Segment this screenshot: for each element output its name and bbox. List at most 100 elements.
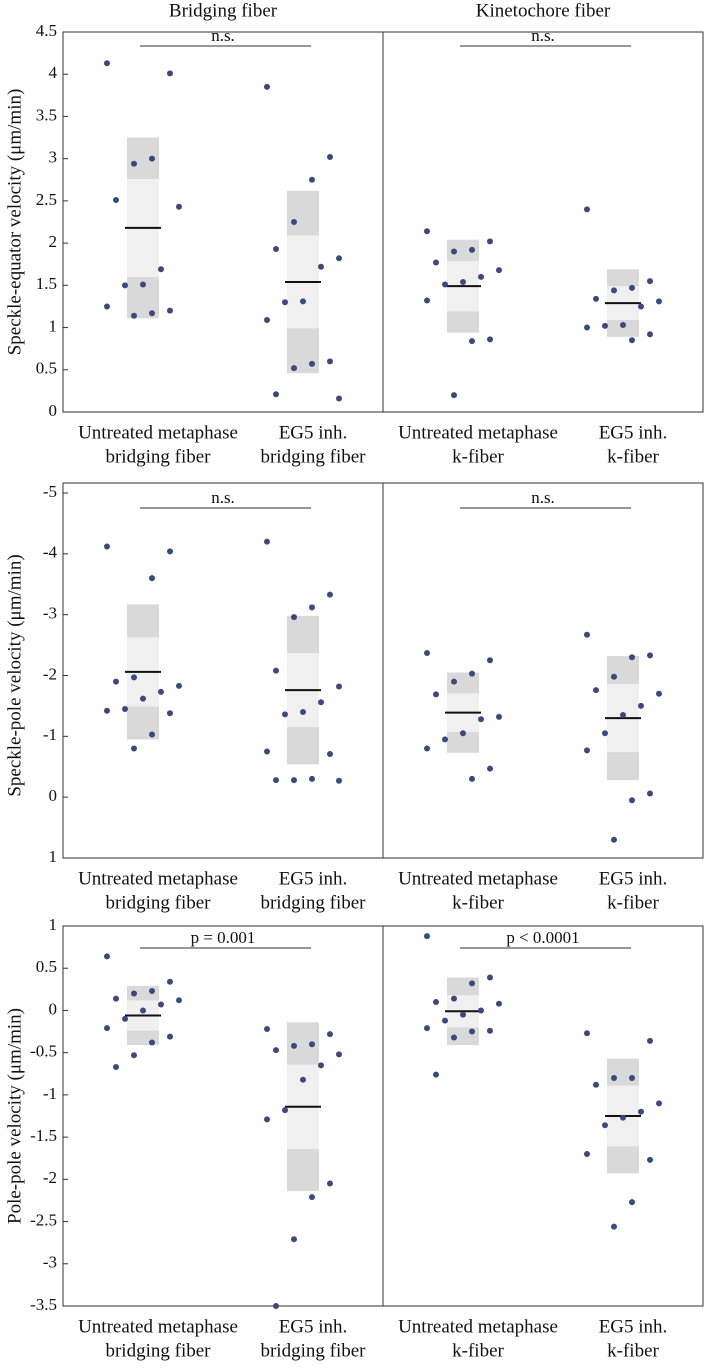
data-point xyxy=(469,980,475,987)
y-tick-label: -1 xyxy=(43,725,57,744)
x-tick-label: bridging fiber xyxy=(260,1340,366,1361)
data-point xyxy=(424,297,430,304)
x-tick-label: Untreated metaphase xyxy=(398,868,558,889)
data-point xyxy=(264,538,270,545)
data-point xyxy=(300,1076,306,1083)
data-point xyxy=(131,745,137,752)
x-tick-label: bridging fiber xyxy=(105,446,211,467)
data-point xyxy=(300,298,306,305)
data-point xyxy=(487,765,493,772)
y-tick-label: -1 xyxy=(43,1084,57,1103)
data-point xyxy=(149,575,155,582)
data-point xyxy=(176,203,182,210)
data-point xyxy=(593,295,599,302)
data-point xyxy=(629,1075,635,1081)
data-point xyxy=(611,1075,617,1081)
data-point xyxy=(638,303,644,310)
data-point xyxy=(433,259,439,266)
data-point xyxy=(264,1026,270,1033)
data-point xyxy=(584,206,590,213)
data-point xyxy=(264,748,270,755)
y-tick-label: 0 xyxy=(49,999,58,1018)
data-point xyxy=(424,1025,430,1032)
data-point xyxy=(309,1194,315,1201)
comparison-label: p = 0.001 xyxy=(191,928,256,947)
data-point xyxy=(336,777,342,784)
y-tick-label: -3 xyxy=(43,604,57,623)
x-tick-label: bridging fiber xyxy=(260,446,366,467)
data-point xyxy=(433,691,439,698)
y-tick-label: 2 xyxy=(49,232,58,251)
data-point xyxy=(140,1007,146,1014)
comparison-label: n.s. xyxy=(211,488,235,507)
y-tick-label: 3 xyxy=(49,148,58,167)
data-point xyxy=(167,710,173,717)
data-point xyxy=(309,604,315,611)
data-point xyxy=(167,1033,173,1040)
data-point xyxy=(291,777,297,784)
y-tick-label: 0 xyxy=(49,786,58,805)
data-point xyxy=(158,688,164,695)
data-point xyxy=(282,711,288,718)
y-tick-label: 0 xyxy=(49,401,58,420)
data-point xyxy=(318,263,324,270)
x-tick-label: k-fiber xyxy=(452,1340,504,1361)
data-point xyxy=(291,219,297,225)
y-tick-label: -2 xyxy=(43,1168,57,1187)
data-point xyxy=(291,614,297,621)
data-point xyxy=(620,1114,626,1121)
y-tick-label: 1 xyxy=(49,847,58,866)
y-tick-label: -1.5 xyxy=(30,1126,57,1145)
data-point xyxy=(611,1223,617,1230)
data-point xyxy=(140,281,146,288)
y-axis-label: Speckle-pole velocity (μm/min) xyxy=(4,554,25,796)
data-point xyxy=(149,988,155,995)
data-point xyxy=(158,266,164,273)
data-point xyxy=(424,933,430,940)
data-point xyxy=(602,322,608,329)
x-tick-label: k-fiber xyxy=(452,892,504,913)
y-tick-label: 0.5 xyxy=(36,359,57,378)
y-tick-label: -0.5 xyxy=(30,1042,57,1061)
data-point xyxy=(327,153,333,160)
data-point xyxy=(638,1108,644,1115)
data-point xyxy=(309,1041,315,1048)
data-point xyxy=(496,267,502,274)
data-point xyxy=(167,307,173,314)
data-point xyxy=(149,155,155,162)
data-point xyxy=(602,1122,608,1129)
data-point xyxy=(149,731,155,738)
y-tick-label: 4 xyxy=(49,63,58,82)
x-tick-label: bridging fiber xyxy=(105,1340,211,1361)
x-tick-label: EG5 inh. xyxy=(599,868,668,889)
data-point xyxy=(327,750,333,757)
data-point xyxy=(620,712,626,719)
data-point xyxy=(460,730,466,737)
x-tick-label: Untreated metaphase xyxy=(398,422,558,443)
data-point xyxy=(131,312,137,319)
data-point xyxy=(656,298,662,305)
data-point xyxy=(309,360,315,367)
panel-title: Bridging fiber xyxy=(169,0,278,21)
data-point xyxy=(584,1151,590,1157)
data-point xyxy=(327,358,333,365)
y-tick-label: -3.5 xyxy=(30,1295,57,1314)
y-tick-label: 4.5 xyxy=(36,21,57,40)
y-tick-label: 1.5 xyxy=(36,274,57,293)
data-point xyxy=(424,649,430,656)
y-tick-label: -3 xyxy=(43,1253,57,1272)
x-tick-label: k-fiber xyxy=(607,1340,659,1361)
data-point xyxy=(647,652,653,659)
data-point xyxy=(451,248,457,255)
panel-title: Kinetochore fiber xyxy=(476,0,611,21)
data-point xyxy=(629,337,635,344)
data-point xyxy=(131,674,137,681)
data-point xyxy=(602,730,608,737)
data-point xyxy=(149,310,155,317)
data-point xyxy=(451,1034,457,1041)
data-point xyxy=(433,1071,439,1078)
data-point xyxy=(469,775,475,782)
data-point xyxy=(451,392,457,399)
data-point xyxy=(478,1007,484,1014)
x-tick-label: k-fiber xyxy=(452,446,504,467)
